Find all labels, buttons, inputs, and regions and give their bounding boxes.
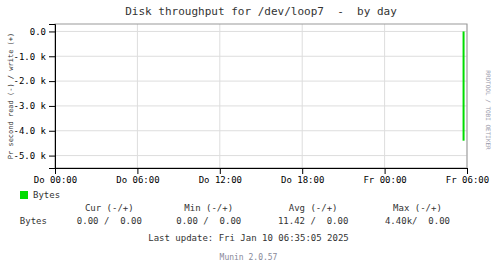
x-tick-label: Do 00:00 bbox=[34, 175, 77, 185]
grid bbox=[55, 24, 467, 168]
y-tick-mark bbox=[49, 81, 55, 82]
legend-swatch bbox=[20, 191, 28, 199]
y-tick-label: 0.0 bbox=[30, 27, 46, 37]
y-tick: -3.0 k bbox=[13, 101, 55, 111]
y-tick-mark bbox=[49, 156, 55, 157]
y-tick-label: -2.0 k bbox=[13, 76, 46, 86]
y-tick: -4.0 k bbox=[13, 126, 55, 136]
y-tick: -5.0 k bbox=[13, 151, 55, 161]
grid-line-y bbox=[55, 105, 467, 106]
y-tick-label: -3.0 k bbox=[13, 101, 46, 111]
footer-header: Max (-/+) bbox=[393, 203, 442, 213]
plot-frame bbox=[55, 24, 467, 168]
x-tick-label: Do 12:00 bbox=[199, 175, 242, 185]
y-tick: 0.0 bbox=[30, 27, 55, 37]
y-tick-mark bbox=[49, 56, 55, 57]
footer-last-update: Last update: Fri Jan 10 06:35:05 2025 bbox=[148, 233, 348, 243]
grid-line-x bbox=[219, 24, 220, 168]
y-axis-title: Pr second read (-) / write (+) bbox=[7, 33, 15, 159]
x-tick: Do 06:00 bbox=[116, 168, 159, 185]
grid-line-y bbox=[55, 31, 467, 32]
footer-header: Avg (-/+) bbox=[289, 203, 338, 213]
x-tick-mark bbox=[467, 168, 468, 174]
watermark: RRDTOOL / TOBI OETIKER bbox=[485, 70, 492, 150]
footer-row-label: Bytes bbox=[20, 216, 47, 226]
footer-header: Min (-/+) bbox=[184, 203, 233, 213]
stem bbox=[463, 31, 465, 140]
title: Disk throughput for /dev/loop7 - by day bbox=[125, 5, 397, 18]
x-tick: Do 12:00 bbox=[199, 168, 242, 185]
x-tick-mark bbox=[385, 168, 386, 174]
y-tick-mark bbox=[49, 31, 55, 32]
chart: Do 00:00 Do 06:00 Do 12:00 Do 18:00 Fr 00:00… bbox=[0, 0, 497, 275]
x-tick-mark bbox=[302, 168, 303, 174]
y-tick-label: -4.0 k bbox=[13, 126, 46, 136]
footer-version: Munin 2.0.57 bbox=[220, 253, 278, 262]
x-tick-label: Do 18:00 bbox=[281, 175, 324, 185]
x-axis-line bbox=[56, 169, 468, 175]
grid-line-y bbox=[55, 155, 467, 156]
y-tick: -2.0 k bbox=[13, 76, 55, 86]
x-tick: Fr 06:00 bbox=[446, 168, 489, 185]
x-tick-mark bbox=[137, 168, 138, 174]
footer-value: 0.00 / 0.00 bbox=[77, 216, 142, 226]
x-axis: Do 00:00 Do 06:00 Do 12:00 Do 18:00 Fr 00:00… bbox=[34, 168, 489, 185]
x-tick-label: Fr 00:00 bbox=[363, 175, 406, 185]
y-tick-label: -5.0 k bbox=[13, 151, 46, 161]
y-tick: -1.0 k bbox=[13, 52, 55, 62]
y-axis-line bbox=[49, 25, 56, 169]
grid-line-y bbox=[55, 81, 467, 82]
plot-area: Do 00:00 Do 06:00 Do 12:00 Do 18:00 Fr 00:00… bbox=[13, 24, 489, 185]
y-tick-label: -1.0 k bbox=[13, 52, 46, 62]
x-tick: Do 00:00 bbox=[34, 168, 77, 185]
x-tick: Fr 00:00 bbox=[363, 168, 406, 185]
x-tick-label: Fr 06:00 bbox=[446, 175, 489, 185]
x-tick-label: Do 06:00 bbox=[116, 175, 159, 185]
grid-line-y bbox=[55, 130, 467, 131]
x-tick-mark bbox=[220, 168, 221, 174]
legend-label: Bytes bbox=[33, 190, 60, 200]
x-tick: Do 18:00 bbox=[281, 168, 324, 185]
data-layer bbox=[463, 31, 464, 140]
footer-header: Cur (-/+) bbox=[85, 203, 134, 213]
y-tick-mark bbox=[49, 131, 55, 132]
grid-line-x bbox=[137, 24, 138, 168]
y-axis: 0.0 -1.0 k -2.0 k -3.0 k -4.0 k -5.0 k bbox=[13, 25, 55, 169]
footer-value: 0.00 / 0.00 bbox=[176, 216, 241, 226]
y-tick-mark bbox=[49, 106, 55, 107]
legend: Bytes bbox=[20, 190, 60, 200]
grid-line-y bbox=[55, 56, 467, 57]
grid-line-x bbox=[302, 24, 303, 168]
footer-value: 11.42 / 0.00 bbox=[278, 216, 348, 226]
footer-value: 4.40k/ 0.00 bbox=[385, 216, 450, 226]
grid-line-x bbox=[384, 24, 385, 168]
